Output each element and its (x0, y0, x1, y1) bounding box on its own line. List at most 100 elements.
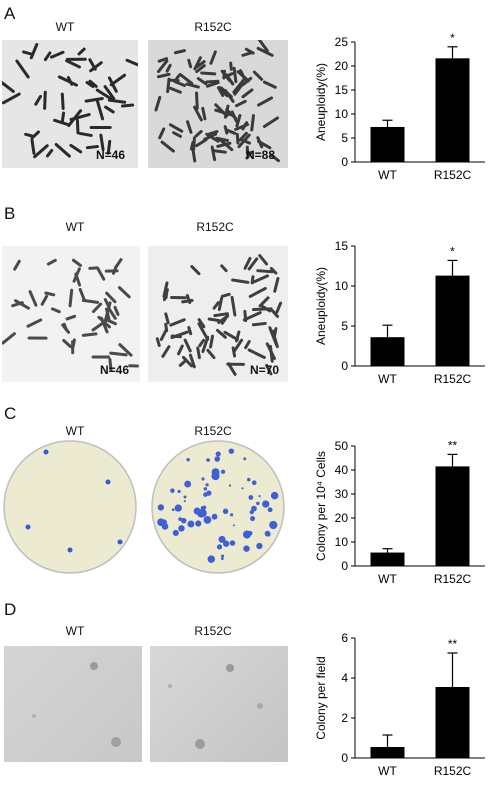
chromosome (157, 339, 159, 346)
chromosome (2, 82, 13, 91)
chromosome (3, 94, 19, 103)
chromosome (249, 350, 264, 357)
colony (252, 480, 257, 485)
chromosome (52, 309, 59, 312)
chromosome (98, 102, 103, 119)
colony (223, 509, 228, 514)
panel-c-letter: C (4, 404, 16, 424)
chromosome (80, 289, 84, 300)
colony (44, 450, 49, 455)
chromosome (47, 150, 51, 155)
chromosome (105, 300, 109, 307)
chromosome (252, 116, 254, 130)
chromosome (234, 68, 236, 81)
colony (229, 448, 234, 453)
y-axis-label: Aneuploidy(%) (314, 267, 328, 345)
chromosome (123, 105, 133, 106)
chromosome (189, 60, 191, 66)
chromosome (71, 145, 81, 151)
colony (259, 495, 261, 497)
chromosome (62, 113, 63, 122)
colony (221, 470, 225, 474)
colony (243, 457, 246, 460)
chromosome (222, 266, 226, 271)
chromosome (83, 334, 96, 335)
chromosome (198, 348, 200, 358)
chromosome (260, 256, 267, 264)
x-tick-label: R152C (434, 168, 472, 182)
chromosome (167, 65, 170, 71)
chromosome (172, 336, 180, 337)
colony (68, 548, 73, 553)
chromosome (233, 280, 248, 282)
y-tick-label: 20 (335, 59, 349, 73)
chromosome (203, 108, 205, 119)
chromosome (179, 346, 183, 354)
chromosome (79, 49, 84, 54)
chromosome (64, 341, 71, 347)
panel-d-wt-softagar-image (4, 646, 142, 762)
chromosome (176, 82, 185, 86)
chromosome (24, 52, 33, 55)
colony (184, 481, 191, 488)
chromosome (236, 101, 245, 105)
bar-r152c (436, 276, 470, 366)
chromosome (36, 96, 41, 104)
chromosome (17, 61, 28, 77)
chromosome (264, 82, 275, 87)
colony (158, 504, 164, 510)
colony (267, 533, 271, 537)
chromosome (187, 84, 198, 87)
colony (221, 557, 224, 560)
panel-a-wt-count: N=46 (96, 148, 125, 162)
colony (250, 516, 255, 521)
chromosome (253, 276, 268, 283)
chromosome (158, 74, 169, 76)
panel-d-wt-label: WT (10, 624, 140, 638)
chromosome (231, 63, 232, 69)
panel-c-colony-plates (0, 432, 300, 582)
chromosome (214, 151, 226, 153)
y-tick-label: 40 (335, 463, 349, 477)
panel-b-mut-metaphase-image (148, 246, 288, 382)
colony (175, 504, 182, 511)
colony (195, 520, 201, 526)
colony (248, 495, 253, 500)
y-tick-label: 4 (341, 671, 348, 685)
y-tick-label: 20 (335, 511, 349, 525)
chromosome (106, 107, 114, 112)
y-tick-label: 0 (341, 751, 348, 765)
chromosome (209, 319, 218, 320)
y-tick-label: 10 (335, 535, 349, 549)
colony (265, 503, 268, 506)
chromosome (170, 125, 181, 131)
y-tick-label: 50 (335, 439, 349, 453)
x-tick-label: WT (378, 764, 397, 778)
chromosome (115, 307, 118, 314)
chromosome (98, 268, 104, 279)
chromosome (73, 260, 80, 265)
colony (203, 492, 208, 497)
y-tick-label: 2 (341, 711, 348, 725)
colony (208, 555, 215, 562)
colony (106, 480, 111, 485)
colony (201, 477, 204, 480)
colony (173, 530, 179, 536)
chromosome (26, 134, 32, 136)
chromosome (28, 320, 41, 326)
y-tick-label: 10 (335, 107, 349, 121)
chromosome (42, 296, 46, 304)
chromosome (3, 334, 15, 343)
colony (184, 495, 187, 498)
chromosome (188, 122, 191, 133)
chromosome (67, 316, 74, 319)
colony (178, 525, 184, 531)
chromosome (254, 72, 261, 79)
x-tick-label: R152C (434, 572, 472, 586)
chromosome (215, 314, 228, 316)
chromosome (67, 61, 80, 67)
